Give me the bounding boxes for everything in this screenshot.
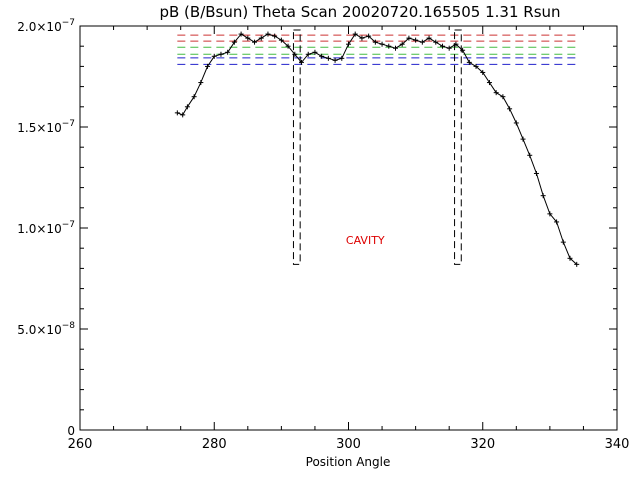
cavity-boundary-box (292, 29, 301, 265)
x-tick-label: 300 (336, 437, 361, 452)
data-point (386, 43, 392, 49)
data-point (346, 41, 351, 47)
data-series (174, 31, 580, 267)
cavity-boundaries (292, 29, 462, 265)
series-line (177, 33, 578, 265)
cavity-boundary-box (454, 29, 462, 265)
x-tick-label: 280 (202, 437, 227, 452)
y-tick-label: 1.0×10−7 (17, 220, 75, 236)
data-point (560, 239, 566, 245)
data-point (252, 39, 258, 45)
data-point (413, 37, 419, 43)
data-point (278, 37, 284, 43)
x-tick-label: 260 (68, 437, 93, 452)
data-point (245, 35, 251, 41)
data-point (507, 106, 513, 112)
data-point (554, 219, 560, 225)
data-point (184, 104, 190, 110)
data-point (339, 55, 345, 61)
data-point (325, 55, 331, 61)
data-point (426, 35, 432, 41)
data-point (205, 63, 211, 69)
data-point (332, 57, 338, 63)
data-point (533, 170, 539, 176)
data-point (574, 261, 580, 267)
data-point (419, 39, 425, 45)
data-point (352, 31, 358, 37)
cavity-annotation: CAVITY (346, 234, 385, 247)
data-point (191, 94, 197, 100)
data-point (180, 112, 186, 118)
data-point (231, 39, 237, 45)
data-point (399, 41, 405, 47)
data-point (272, 33, 278, 39)
y-tick-label: 5.0×10−8 (17, 321, 75, 337)
data-point (366, 33, 372, 39)
data-point (466, 59, 472, 65)
data-point (198, 80, 204, 86)
data-point (406, 35, 412, 41)
data-point (372, 39, 378, 45)
data-point (319, 53, 325, 59)
x-axis-label: Position Angle (306, 455, 391, 469)
data-point (312, 49, 318, 55)
data-point (513, 120, 519, 126)
data-point (480, 69, 486, 75)
data-point (527, 152, 533, 158)
data-point (392, 45, 398, 51)
data-point (359, 35, 365, 41)
data-point (225, 49, 231, 55)
y-tick-label: 2.0×10−7 (17, 18, 75, 34)
data-point (218, 51, 224, 57)
x-tick-label: 340 (605, 437, 630, 452)
data-point (493, 90, 499, 96)
chart-title: pB (B/Bsun) Theta Scan 20020720.165505 1… (159, 3, 560, 21)
data-point (486, 80, 492, 86)
data-point (305, 51, 311, 57)
data-point (285, 43, 291, 49)
data-point (540, 193, 546, 199)
data-point (446, 45, 452, 51)
data-point (473, 63, 479, 69)
data-point (292, 51, 298, 57)
data-point (238, 31, 244, 37)
data-point (433, 39, 439, 45)
data-point (379, 41, 385, 47)
data-point (265, 31, 271, 37)
data-point (299, 59, 305, 65)
data-point (567, 255, 573, 261)
data-point (460, 47, 466, 53)
data-point (211, 53, 217, 59)
data-point (258, 35, 264, 41)
data-point (439, 43, 445, 49)
reference-lines (177, 34, 581, 65)
axes: 260 280 300 320 340 0 5.0×10−8 1.0×10−7 1.5×10−7… (17, 18, 629, 452)
plot-frame (79, 25, 618, 431)
x-tick-label: 320 (470, 437, 495, 452)
y-tick-label: 0 (67, 424, 75, 438)
data-point (500, 94, 506, 100)
data-point (453, 41, 459, 47)
data-point (520, 136, 526, 142)
data-point (174, 110, 180, 116)
data-point (547, 211, 553, 217)
y-tick-label: 1.5×10−7 (17, 119, 75, 135)
